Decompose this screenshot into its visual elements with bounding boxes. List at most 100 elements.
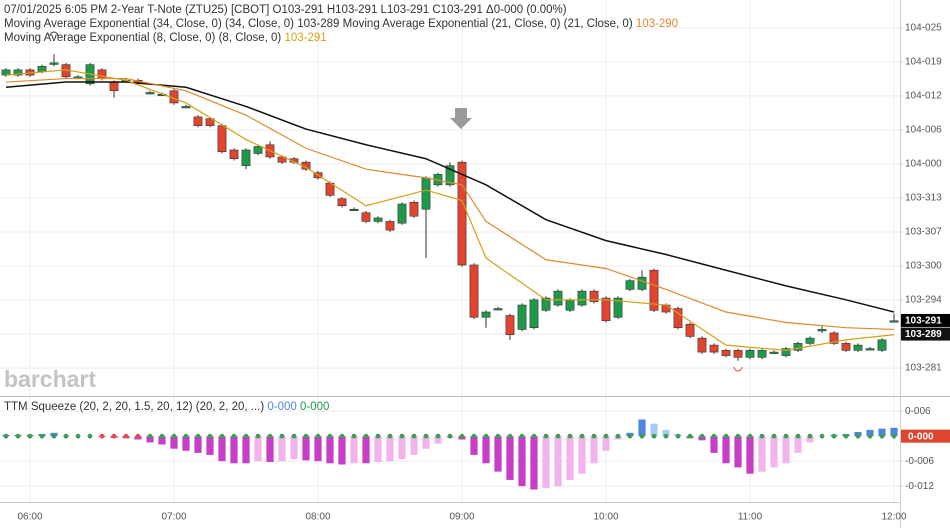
squeeze-dot (735, 433, 741, 439)
x-tick-label: 11:00 (738, 512, 763, 523)
candle-body (337, 198, 347, 207)
candle-body (889, 320, 899, 323)
squeeze-dot (699, 433, 705, 439)
axes: 06:00 07:00 08:00 09:00 10:00 11:00 12:00 104-0… (17, 22, 950, 523)
candle-body (241, 149, 251, 166)
squeeze-dot (783, 433, 789, 439)
candle-body (421, 177, 431, 210)
candle-body (13, 69, 23, 76)
histogram-bar (734, 436, 742, 468)
x-tick-label: 07:00 (161, 512, 186, 523)
squeeze-dot (543, 433, 549, 439)
header-line: 07/01/2025 6:05 PM 2-Year T-Note (ZTU25)… (4, 4, 567, 16)
squeeze-dot (579, 433, 585, 439)
squeeze-dot (495, 433, 501, 439)
candle-body (481, 311, 491, 318)
histogram-bar (542, 436, 550, 489)
candle-body (853, 344, 863, 351)
y-tick-label: 103-307 (905, 227, 942, 238)
candle-body (373, 217, 383, 222)
candle-body (769, 351, 779, 354)
ema-line (5, 77, 895, 331)
candle-body (601, 297, 611, 322)
ema-line (5, 69, 895, 351)
squeeze-dot (627, 433, 633, 439)
indicator-legend: TTM Squeeze (20, 2, 20, 1.5, 20, 12) (20… (4, 401, 329, 413)
ohlc: O103-291 H103-291 L103-291 C103-291 Δ0-0… (273, 4, 567, 16)
indicator-title: TTM Squeeze (20, 2, 20, 1.5, 20, 12) (4, 401, 193, 413)
y-tick-label: 103-313 (905, 193, 942, 204)
histogram-bar (230, 436, 238, 464)
squeeze-dot (759, 433, 765, 439)
squeeze-dot (663, 433, 669, 439)
squeeze-dot (219, 433, 225, 439)
candle-body (493, 308, 503, 311)
squeeze-dot (147, 433, 153, 439)
candle-body (709, 344, 719, 353)
candle-body (145, 92, 155, 95)
candle-body (385, 221, 395, 231)
candle-body (793, 343, 803, 351)
zero-tag (901, 429, 950, 443)
squeeze-dot (795, 433, 801, 439)
candle-body (661, 304, 671, 313)
histogram-bar (170, 436, 178, 449)
histogram-bar (770, 436, 778, 468)
y-tick-label: 103-300 (905, 261, 942, 272)
candle-body (565, 299, 575, 311)
squeeze-dot (27, 433, 33, 439)
histogram-bar (434, 436, 442, 444)
histogram-bar (422, 436, 430, 449)
candle-body (361, 212, 371, 222)
squeeze-dot (123, 433, 129, 439)
candle-body (781, 348, 791, 356)
candle-body (877, 339, 887, 351)
candle-body (757, 350, 767, 358)
histogram-bar (554, 436, 562, 487)
candle-body (97, 69, 107, 79)
candle-body (649, 269, 659, 311)
legend-params: (8, Close, 0) (219, 32, 282, 44)
candle-body (349, 208, 359, 212)
histogram-bar (350, 436, 358, 464)
squeeze-dot (111, 433, 117, 439)
legend-name: Moving Average Exponential (8, Close, 0) (4, 32, 216, 44)
histogram-bar (146, 436, 154, 443)
y-tick-label: 103-281 (905, 363, 942, 374)
candle-body (817, 329, 827, 332)
histogram-bar (662, 429, 670, 437)
histogram-bar (326, 436, 334, 464)
histogram-bar (218, 436, 226, 462)
candle-body (673, 308, 683, 329)
candle-body (733, 350, 743, 358)
legend-params: (21, Close, 0) (564, 18, 633, 30)
indicator-readout: 0-000 (300, 401, 329, 413)
legend-name: Moving Average Exponential (21, Close, 0… (343, 18, 561, 30)
histogram-bar (590, 436, 598, 464)
squeeze-dot (459, 433, 465, 439)
squeeze-dot (567, 433, 573, 439)
histogram-bar (290, 436, 298, 460)
histogram-bar (266, 436, 274, 462)
candle-body (805, 337, 815, 344)
squeeze-dot (63, 433, 69, 439)
squeeze-dot (87, 433, 93, 439)
histogram-bar (482, 436, 490, 464)
histogram-bar (278, 436, 286, 462)
candle-body (517, 304, 527, 330)
squeeze-dot (831, 433, 837, 439)
candle-body (685, 323, 695, 337)
histogram-bar (314, 436, 322, 462)
histogram-bar (386, 436, 394, 462)
squeeze-dot (135, 433, 141, 439)
zero-tag-label: 0-000 (908, 431, 934, 442)
squeeze-dot (279, 433, 285, 439)
candle-body (445, 165, 455, 186)
squeeze-dot (303, 433, 309, 439)
squeeze-dot (39, 433, 45, 439)
squeeze-dot (15, 433, 21, 439)
price-tag-label: 103-291 (905, 316, 942, 327)
candle-body (505, 315, 515, 335)
legend-line: Moving Average Exponential (34, Close, 0… (4, 18, 678, 30)
